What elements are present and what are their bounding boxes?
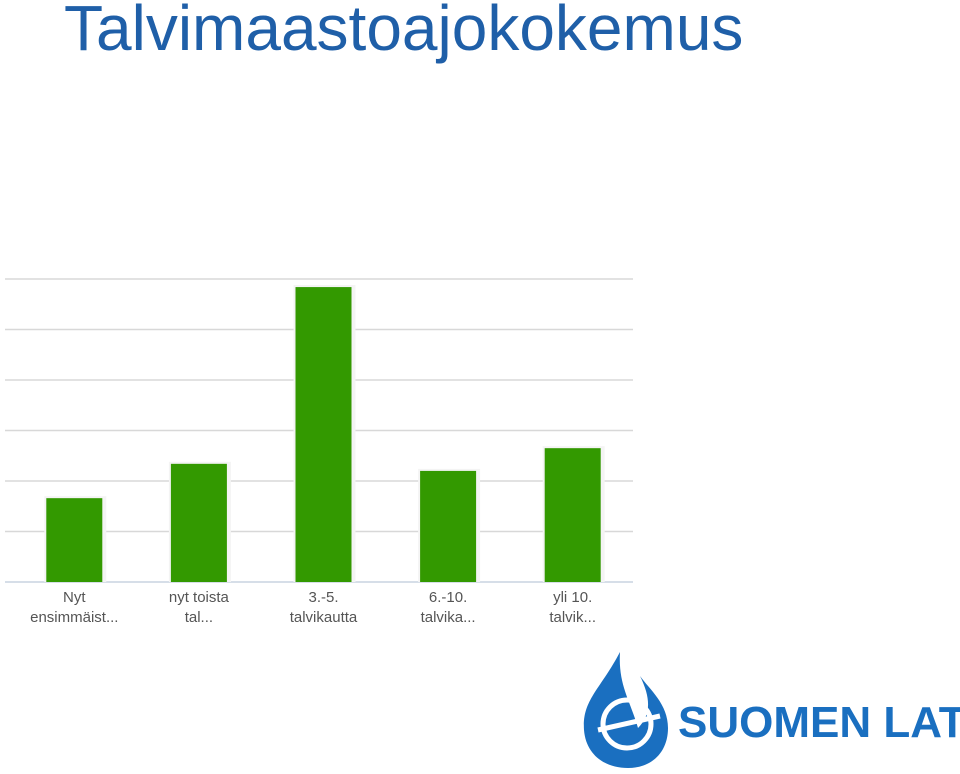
x-tick-label: nyt toista tal... (169, 589, 230, 626)
logo: SUOMEN LATU (583, 652, 960, 768)
x-tick-label-line: Nyt (63, 589, 86, 606)
x-tick-label-line: 3.-5. (308, 589, 338, 606)
bar (544, 448, 601, 582)
x-tick-label-line: tal... (185, 609, 213, 626)
bar (170, 463, 227, 582)
x-tick-label-line: ensimmäist... (30, 609, 118, 626)
x-tick-label-line: talvikautta (290, 609, 358, 626)
logo-drop (583, 652, 668, 768)
logo-ring (600, 697, 654, 751)
x-tick-label: 6.-10. talvika... (421, 589, 476, 626)
x-tick-label-line: 6.-10. (429, 589, 467, 606)
x-tick-label-line: yli 10. (553, 589, 592, 606)
bar (295, 287, 352, 582)
x-tick-label-line: nyt toista (169, 589, 230, 606)
bar (46, 498, 103, 582)
slide-title: Talvimaastoajokokemus (64, 0, 743, 64)
x-tick-label: yli 10. talvik... (549, 589, 596, 626)
x-tick-label-line: talvika... (421, 609, 476, 626)
logo-text: SUOMEN LATU (678, 698, 960, 747)
bar (420, 470, 477, 582)
x-tick-label-line: talvik... (549, 609, 596, 626)
x-tick-label: 3.-5. talvikautta (290, 589, 358, 626)
x-tick-label: Nyt ensimmäist... (30, 589, 118, 626)
logo-ski (597, 713, 661, 733)
